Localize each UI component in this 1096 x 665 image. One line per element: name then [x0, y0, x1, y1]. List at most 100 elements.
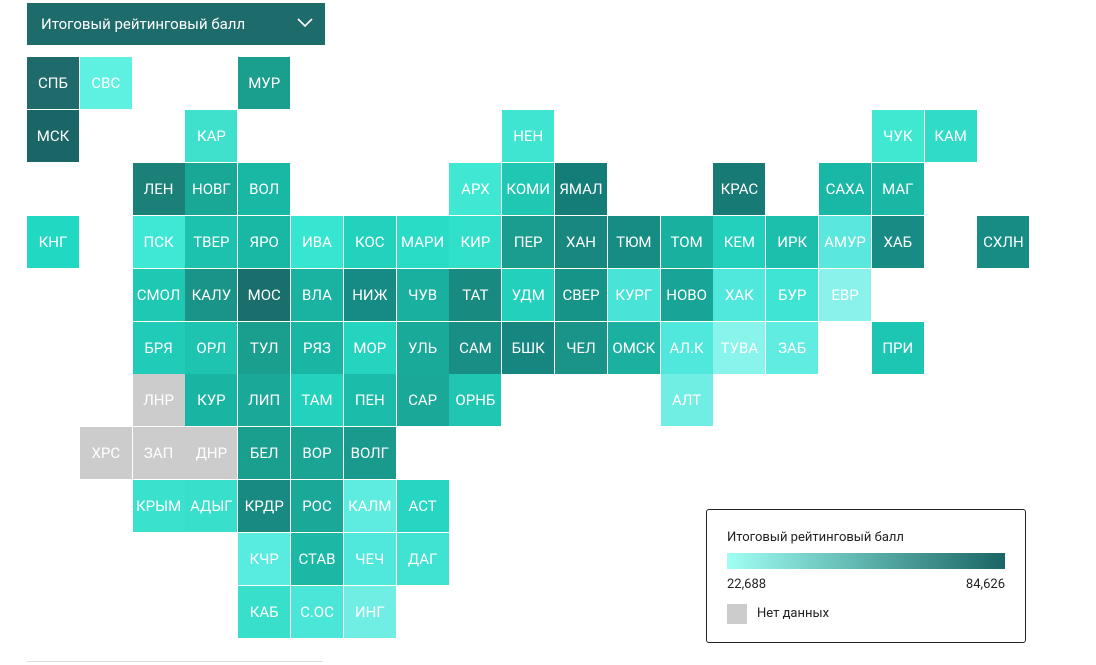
- region-tile[interactable]: БШК: [502, 321, 555, 374]
- region-tile[interactable]: ЕВР: [819, 268, 871, 321]
- no-data-label: Нет данных: [757, 606, 830, 621]
- region-tile[interactable]: АЛ.К: [660, 321, 713, 374]
- region-tile[interactable]: ЧЕЧ: [343, 533, 396, 586]
- region-tile[interactable]: СМОЛ: [132, 268, 185, 321]
- region-tile[interactable]: РЯЗ: [291, 321, 343, 374]
- region-tile[interactable]: ВОЛГ: [343, 427, 396, 480]
- region-tile[interactable]: ИНГ: [343, 586, 396, 638]
- region-tile[interactable]: ЧЕЛ: [555, 321, 607, 374]
- region-tile[interactable]: НОВО: [660, 268, 713, 321]
- region-tile[interactable]: РОС: [291, 480, 343, 533]
- chevron: [297, 18, 313, 28]
- region-tile[interactable]: ЧУК: [871, 109, 924, 162]
- legend-gradient: [727, 553, 1005, 569]
- region-tile[interactable]: МОС: [238, 268, 291, 321]
- region-tile[interactable]: КАР: [185, 109, 238, 162]
- region-tile[interactable]: АРХ: [449, 162, 502, 215]
- divider: [27, 661, 323, 662]
- region-tile[interactable]: СХЛН: [977, 215, 1030, 268]
- region-tile[interactable]: ХАН: [555, 215, 607, 268]
- region-tile[interactable]: ЯРО: [238, 215, 291, 268]
- region-tile[interactable]: ХАК: [713, 268, 766, 321]
- metric-dropdown[interactable]: Итоговый рейтинговый балл: [27, 3, 325, 45]
- region-tile[interactable]: СПБ: [27, 57, 79, 109]
- region-tile[interactable]: ЯМАЛ: [555, 162, 607, 215]
- region-tile[interactable]: ТУЛ: [238, 321, 291, 374]
- region-tile[interactable]: УДМ: [502, 268, 555, 321]
- region-tile[interactable]: СТАВ: [291, 533, 343, 586]
- region-tile[interactable]: ЛИП: [238, 374, 291, 427]
- region-tile[interactable]: ВЛА: [291, 268, 343, 321]
- dropdown-label: Итоговый рейтинговый балл: [41, 15, 246, 33]
- region-tile[interactable]: МУР: [238, 57, 291, 109]
- region-tile[interactable]: БУР: [766, 268, 819, 321]
- region-tile[interactable]: АЛТ: [660, 374, 713, 427]
- region-tile[interactable]: НИЖ: [343, 268, 396, 321]
- region-tile[interactable]: АСТ: [396, 480, 449, 533]
- region-tile[interactable]: ТЮМ: [607, 215, 660, 268]
- region-tile[interactable]: ХРС: [79, 427, 132, 480]
- region-tile[interactable]: ТОМ: [660, 215, 713, 268]
- region-tile[interactable]: АДЫГ: [185, 480, 238, 533]
- region-tile[interactable]: ЧУВ: [396, 268, 449, 321]
- region-tile[interactable]: КОМИ: [502, 162, 555, 215]
- region-tile[interactable]: ОРЛ: [185, 321, 238, 374]
- region-tile[interactable]: ВОЛ: [238, 162, 291, 215]
- region-tile[interactable]: ТВЕР: [185, 215, 238, 268]
- region-tile[interactable]: ПЕН: [343, 374, 396, 427]
- region-tile[interactable]: КОС: [343, 215, 396, 268]
- region-tile[interactable]: САР: [396, 374, 449, 427]
- region-tile[interactable]: КУР: [185, 374, 238, 427]
- region-tile[interactable]: ПЕР: [502, 215, 555, 268]
- legend-title: Итоговый рейтинговый балл: [727, 530, 904, 545]
- region-tile[interactable]: ОРНБ: [449, 374, 502, 427]
- region-tile[interactable]: АМУР: [819, 215, 871, 268]
- region-tile[interactable]: С.ОС: [291, 586, 343, 638]
- region-tile[interactable]: ВОР: [291, 427, 343, 480]
- region-tile[interactable]: КИР: [449, 215, 502, 268]
- region-tile[interactable]: МСК: [27, 109, 79, 162]
- region-tile[interactable]: ОМСК: [607, 321, 660, 374]
- region-tile[interactable]: СВЕР: [555, 268, 607, 321]
- region-tile[interactable]: БЕЛ: [238, 427, 291, 480]
- region-tile[interactable]: САХА: [819, 162, 871, 215]
- region-tile[interactable]: ПСК: [132, 215, 185, 268]
- region-tile[interactable]: КАЛУ: [185, 268, 238, 321]
- region-tile[interactable]: ХАБ: [871, 215, 924, 268]
- region-tile[interactable]: КАЛМ: [343, 480, 396, 533]
- region-tile[interactable]: БРЯ: [132, 321, 185, 374]
- no-data-swatch: [727, 604, 747, 624]
- region-tile[interactable]: МАРИ: [396, 215, 449, 268]
- region-tile[interactable]: УЛЬ: [396, 321, 449, 374]
- region-tile[interactable]: ПРИ: [871, 321, 924, 374]
- region-tile[interactable]: НОВГ: [185, 162, 238, 215]
- region-tile[interactable]: МАГ: [871, 162, 924, 215]
- region-tile[interactable]: СВС: [79, 57, 132, 109]
- region-tile[interactable]: ТАМ: [291, 374, 343, 427]
- region-tile[interactable]: КАМ: [924, 109, 977, 162]
- region-tile[interactable]: КУРГ: [607, 268, 660, 321]
- region-tile[interactable]: НЕН: [502, 109, 555, 162]
- region-tile[interactable]: ЛНР: [132, 374, 185, 427]
- region-tile[interactable]: МОР: [343, 321, 396, 374]
- region-tile[interactable]: КРЫМ: [132, 480, 185, 533]
- region-tile[interactable]: КРДР: [238, 480, 291, 533]
- legend-min: 22,688: [727, 577, 767, 592]
- region-tile[interactable]: ДАГ: [396, 533, 449, 586]
- region-tile[interactable]: ЗАБ: [766, 321, 819, 374]
- region-tile[interactable]: ЛЕН: [132, 162, 185, 215]
- region-tile[interactable]: ДНР: [185, 427, 238, 480]
- region-tile[interactable]: КНГ: [27, 215, 79, 268]
- region-tile[interactable]: САМ: [449, 321, 502, 374]
- region-tile[interactable]: ИВА: [291, 215, 343, 268]
- region-tile[interactable]: КЧР: [238, 533, 291, 586]
- region-tile[interactable]: ИРК: [766, 215, 819, 268]
- region-tile[interactable]: ТУВА: [713, 321, 766, 374]
- region-tile[interactable]: КРАС: [713, 162, 766, 215]
- region-tile[interactable]: ТАТ: [449, 268, 502, 321]
- region-tile[interactable]: КАБ: [238, 586, 291, 638]
- legend: Итоговый рейтинговый балл 22,688 84,626 …: [706, 509, 1026, 643]
- region-tile[interactable]: КЕМ: [713, 215, 766, 268]
- region-tile[interactable]: ЗАП: [132, 427, 185, 480]
